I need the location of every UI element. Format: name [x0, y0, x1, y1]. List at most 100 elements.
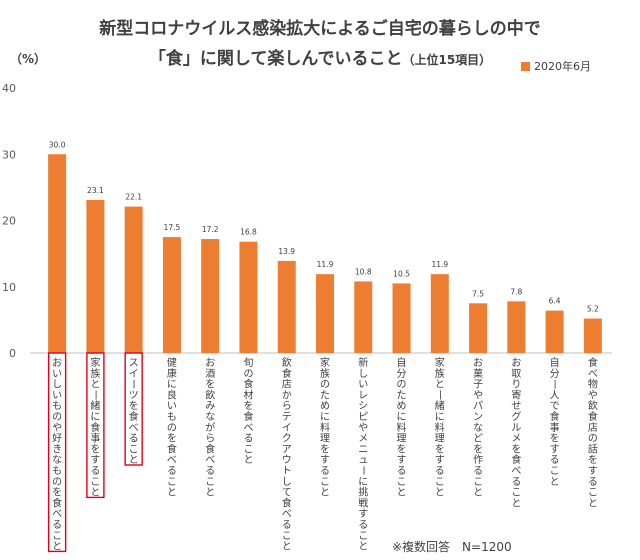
x-tick-char: の: [52, 477, 62, 488]
x-tick-char: 健: [167, 357, 177, 369]
x-tick-char: に: [320, 411, 330, 423]
data-label: 17.2: [202, 225, 219, 234]
chart-title-line2: 「食」に関して楽しんでいること（上位15項目）: [0, 44, 640, 69]
x-tick-char: 飲: [282, 356, 292, 369]
x-tick-char: パ: [473, 400, 483, 412]
x-tick-char: る: [90, 465, 100, 477]
legend-label: 2020年6月: [534, 60, 591, 73]
x-tick-char: と: [90, 487, 100, 499]
x-tick-char: も: [52, 465, 62, 477]
x-tick-char: ら: [282, 400, 292, 412]
x-tick-char: と: [588, 497, 598, 509]
bar: [545, 310, 564, 353]
data-label: 11.9: [431, 260, 448, 269]
x-tick-char: 家: [435, 356, 445, 369]
x-tick-char: と: [167, 487, 177, 499]
footnote: ※複数回答 N=1200: [392, 540, 512, 554]
x-tick-char: こ: [282, 531, 292, 542]
x-tick-char: 新: [358, 356, 368, 369]
data-label: 17.5: [164, 223, 181, 232]
x-tick-char: か: [282, 389, 292, 401]
x-tick-char: 料: [435, 421, 445, 434]
bar: [392, 283, 411, 353]
x-tick-char: こ: [129, 444, 139, 455]
x-tick-char: 食: [205, 442, 215, 455]
x-tick-char: 戦: [358, 496, 368, 509]
y-tick-label: 40: [2, 82, 16, 95]
x-tick-char: に: [435, 411, 445, 423]
x-tick-char: 食: [129, 410, 139, 423]
x-tick-char: み: [205, 401, 215, 412]
x-tick-char: を: [52, 487, 62, 499]
x-tick-char: 食: [550, 410, 560, 423]
x-tick-char: で: [550, 401, 560, 412]
x-tick-char: 自: [550, 356, 560, 369]
x-tick-char: 食: [243, 410, 253, 423]
x-tick-char: る: [320, 465, 330, 477]
x-tick-char: ど: [473, 433, 483, 445]
x-tick-char: と: [205, 487, 215, 499]
x-tick-char: る: [205, 465, 215, 477]
x-tick-char: い: [167, 401, 177, 412]
x-tick-char: ス: [129, 358, 139, 369]
x-tick-char: た: [397, 389, 407, 401]
x-tick-char: き: [52, 443, 62, 455]
x-tick-char: 食: [282, 496, 292, 509]
data-label: 7.8: [510, 287, 522, 296]
x-tick-char: を: [397, 443, 407, 455]
x-tick-char: こ: [358, 531, 368, 542]
x-tick-char: 理: [435, 433, 445, 445]
bar: [583, 318, 602, 353]
x-tick-char: イ: [129, 369, 139, 380]
x-tick-char: こ: [588, 488, 598, 499]
x-tick-char: ら: [205, 433, 215, 445]
x-tick-char: と: [129, 454, 139, 466]
data-label: 7.5: [472, 289, 484, 298]
bar: [239, 241, 258, 353]
data-label: 23.1: [87, 186, 104, 195]
x-tick-char: べ: [205, 455, 215, 466]
x-tick-char: を: [90, 443, 100, 455]
x-tick-char: が: [205, 421, 215, 434]
x-tick-char: お: [205, 357, 215, 369]
x-tick-char: る: [52, 519, 62, 531]
x-tick-char: を: [588, 454, 598, 466]
data-label: 22.1: [125, 193, 142, 202]
x-tick-char: の: [167, 423, 177, 434]
x-tick-char: 旬: [243, 356, 253, 369]
x-tick-char: を: [243, 400, 253, 412]
x-tick-char: 食: [90, 421, 100, 434]
highlight-box: [124, 352, 143, 466]
x-tick-char: 物: [588, 378, 598, 391]
x-tick-char: べ: [588, 369, 598, 380]
x-tick-char: 分: [550, 368, 560, 380]
bar: [507, 301, 526, 353]
x-tick-char: べ: [243, 423, 253, 434]
x-tick-char: お: [52, 357, 62, 369]
x-tick-char: 自: [397, 356, 407, 369]
x-tick-char: こ: [511, 488, 521, 499]
x-tick-char: 料: [320, 421, 330, 434]
bar: [86, 199, 105, 353]
bar: [469, 303, 488, 353]
x-tick-char: 食: [588, 410, 598, 423]
x-tick-char: こ: [205, 477, 215, 488]
y-axis-unit: （%）: [10, 52, 47, 66]
x-tick-char: こ: [397, 477, 407, 488]
x-tick-char: グ: [511, 410, 521, 423]
y-tick-label: 30: [2, 148, 16, 161]
x-tick-char: と: [52, 541, 62, 553]
x-tick-char: す: [90, 454, 100, 466]
x-tick-char: い: [52, 369, 62, 380]
bar: [48, 154, 67, 353]
x-tick-char: お: [473, 357, 483, 369]
